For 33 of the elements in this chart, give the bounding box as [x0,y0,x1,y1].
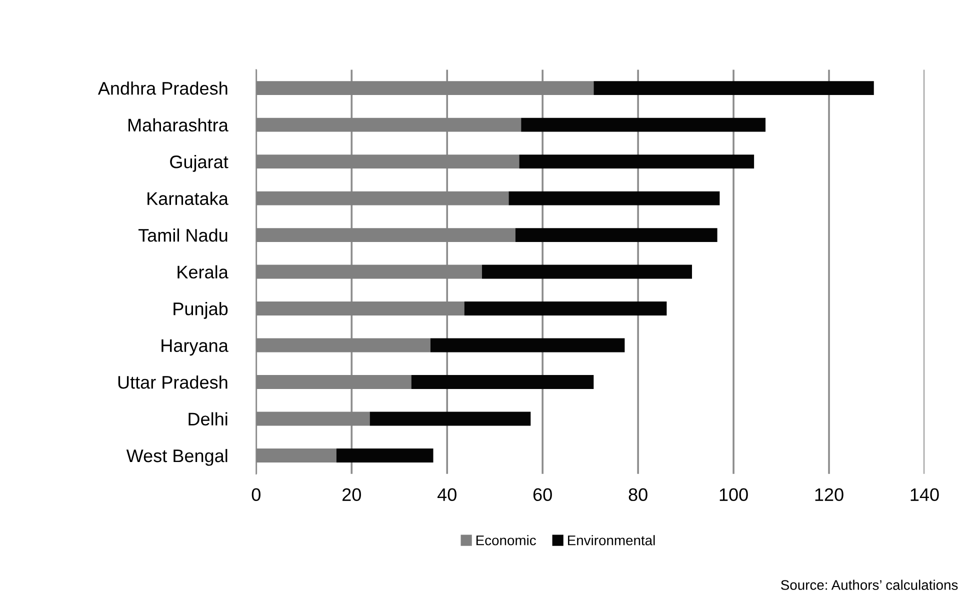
y-tick-label: Gujarat [170,155,228,172]
x-tick-label: 100 [720,488,748,502]
bar [482,264,692,279]
x-tick-label: 80 [628,488,648,502]
y-tick-label: Karnataka [148,192,228,206]
bar [519,154,754,169]
bar [508,191,720,206]
legend-label: Environmental [568,535,655,546]
y-tick-label: Andhra Pradesh [98,82,228,95]
y-tick-label: Uttar Pradesh [118,375,228,389]
bar [594,81,874,96]
x-tick-label: 20 [342,488,361,502]
y-tick-label: Delhi [188,412,228,426]
y-tick-label: Maharashtra [128,118,228,132]
x-tick-label: 60 [533,488,552,502]
bar [515,228,718,242]
bar [464,302,667,316]
y-tick-label: Punjab [174,302,228,319]
x-tick-label: 140 [910,488,939,502]
x-tick-label: 40 [437,488,456,502]
bar [336,448,434,462]
y-tick-label: West Bengal [126,448,228,466]
x-tick-label: 0 [252,488,260,502]
bar [370,412,531,426]
y-tick-label: Haryana [162,339,228,356]
bar [411,375,594,390]
y-tick-label: Kerala [178,265,228,279]
legend-label: Economic [476,535,536,546]
x-tick-label: 120 [815,488,844,502]
bar [521,118,766,132]
y-tick-label: Tamil Nadu [138,228,228,242]
bar [430,338,625,352]
source-note: Source: Authors’ calculations [781,580,958,590]
